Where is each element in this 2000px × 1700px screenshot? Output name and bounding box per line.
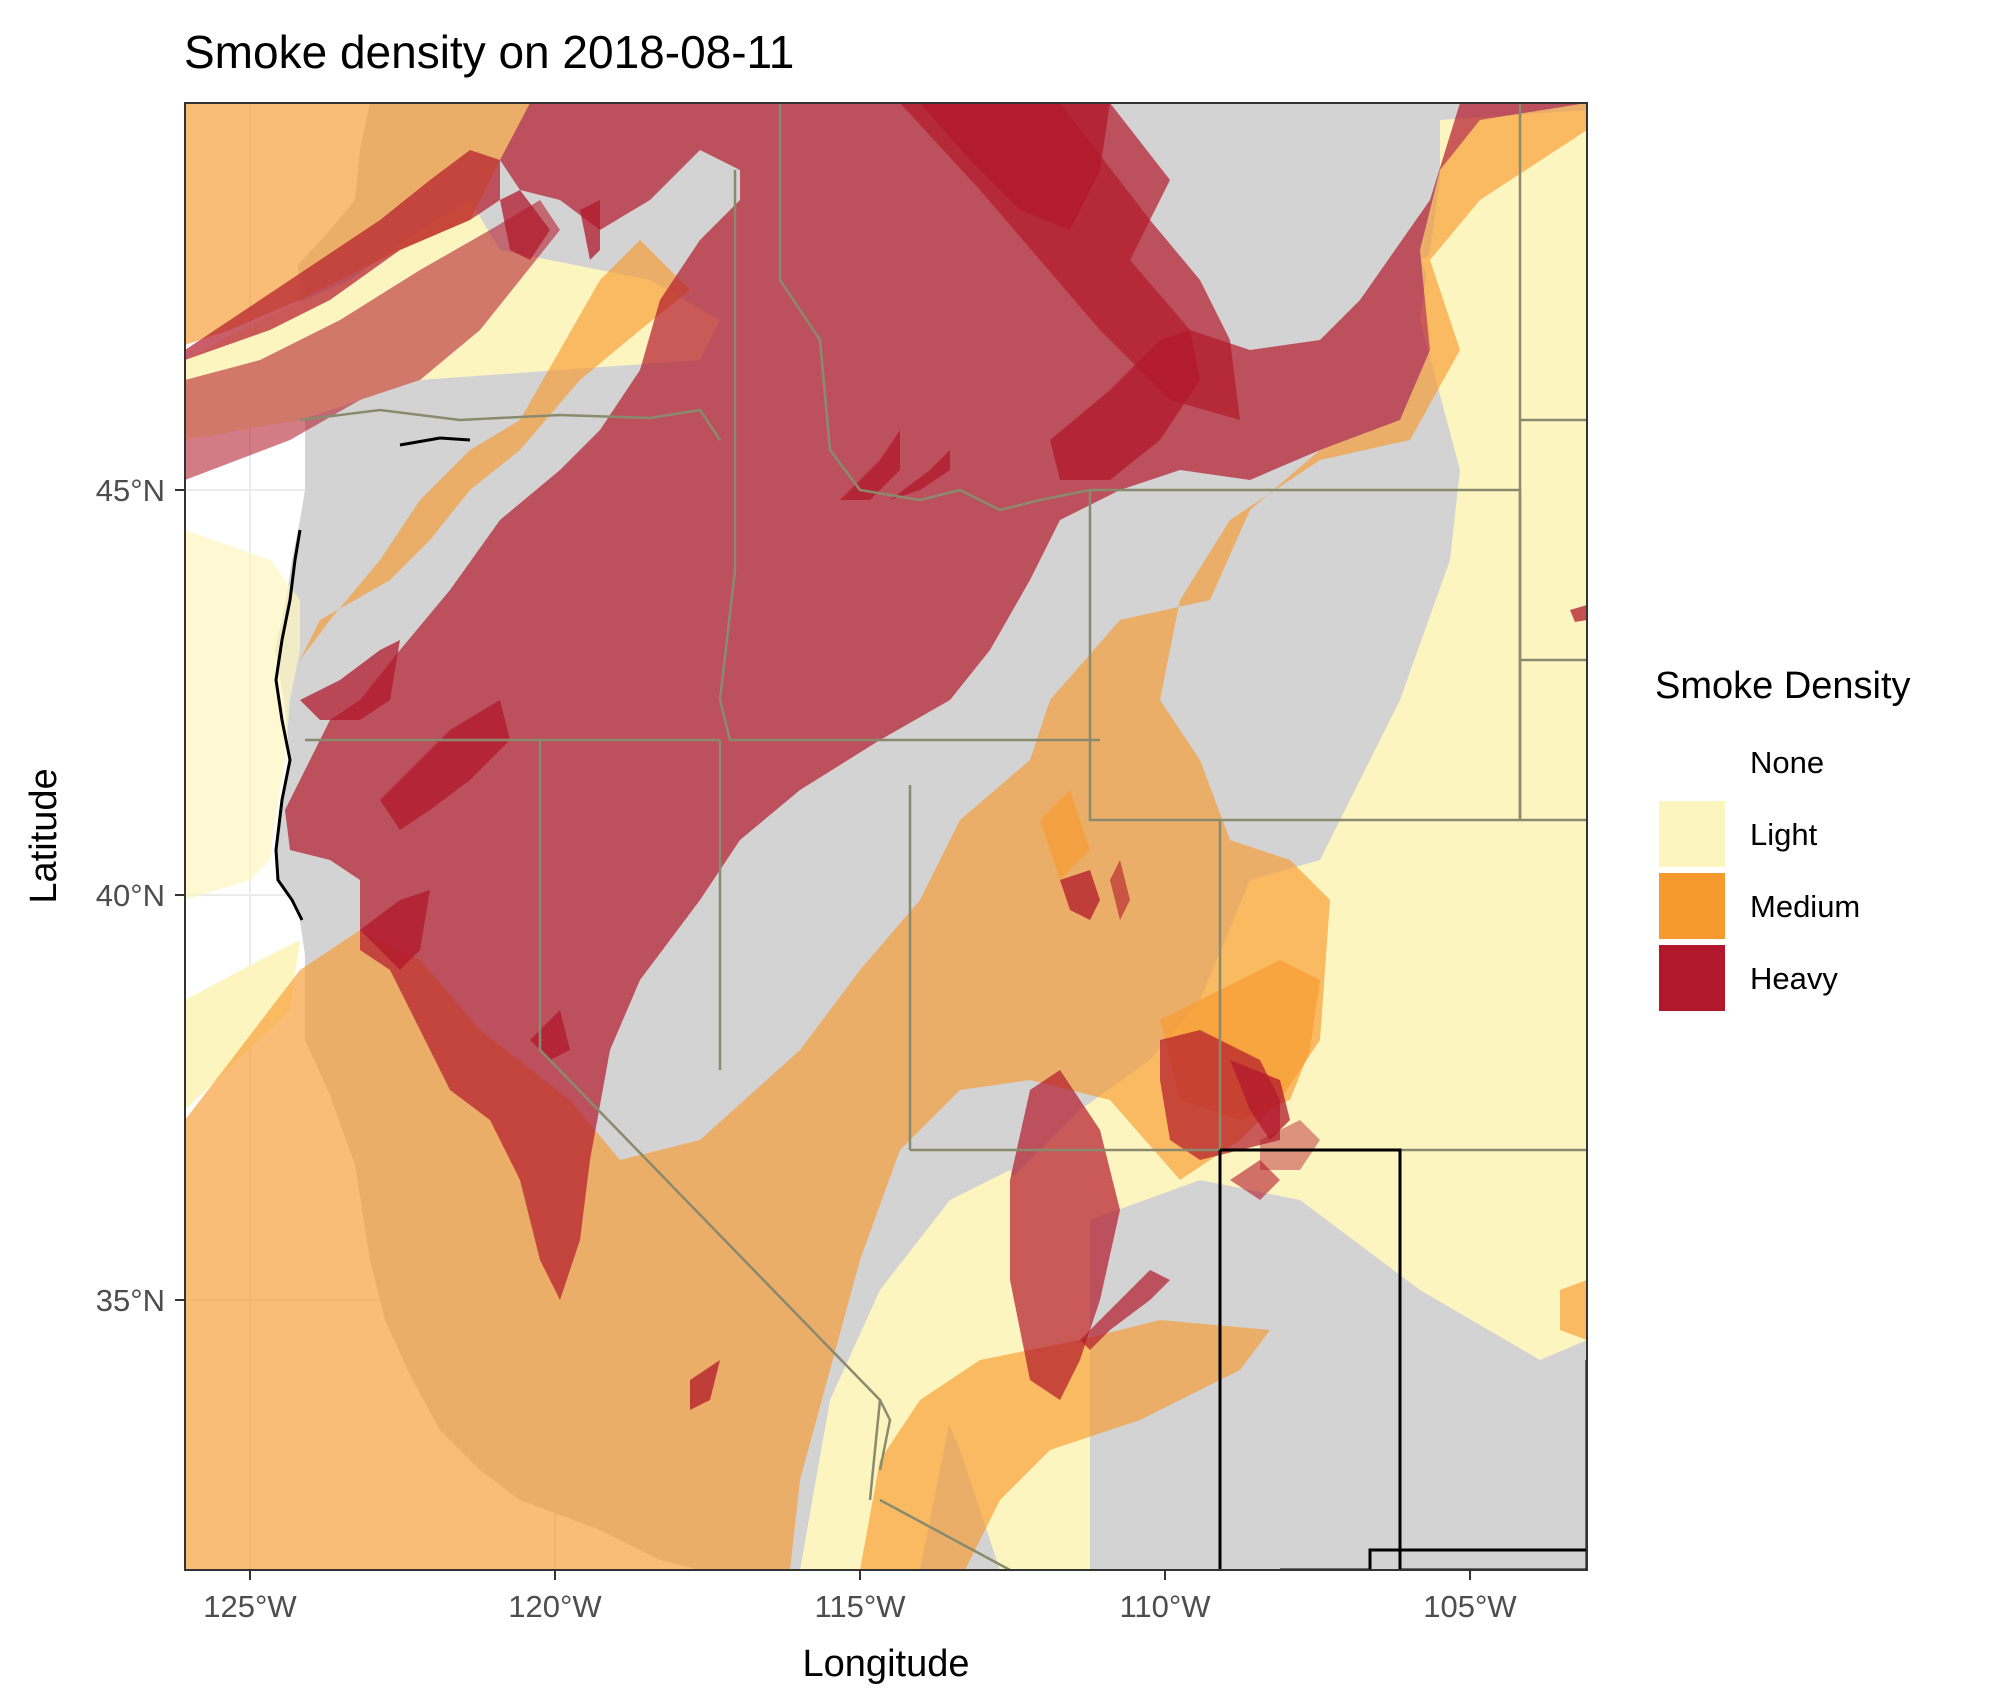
- legend-label-light: Light: [1750, 817, 1818, 852]
- legend-key-none: [1659, 729, 1725, 795]
- legend-title: Smoke Density: [1655, 665, 1911, 707]
- x-tick-label: 120°W: [508, 1589, 602, 1624]
- x-axis-title: Longitude: [803, 1643, 970, 1685]
- legend-label-heavy: Heavy: [1750, 961, 1838, 996]
- x-tick-label: 115°W: [814, 1589, 906, 1624]
- x-axis: 125°W 120°W 115°W 110°W 105°W: [203, 1570, 1517, 1624]
- y-tick-label: 40°N: [96, 878, 165, 913]
- legend-key-heavy: [1659, 945, 1725, 1011]
- x-tick-label: 110°W: [1119, 1589, 1211, 1624]
- y-tick-label: 35°N: [96, 1283, 165, 1318]
- y-tick-label: 45°N: [96, 473, 165, 508]
- legend-key-medium: [1659, 873, 1725, 939]
- y-axis-title: Latitude: [23, 768, 65, 903]
- y-axis: 45°N 40°N 35°N: [96, 473, 185, 1318]
- legend-key-light: [1659, 801, 1725, 867]
- x-tick-label: 125°W: [203, 1589, 297, 1624]
- heavy-core-layer: [300, 103, 1587, 1410]
- x-tick-label: 105°W: [1423, 1589, 1517, 1624]
- heavy-smoke-layer: [185, 103, 1587, 1400]
- legend-label-none: None: [1750, 745, 1824, 780]
- map-title: Smoke density on 2018-08-11: [184, 26, 794, 78]
- state-borders: [299, 103, 1587, 1570]
- legend: Smoke Density None Light Medium Heavy: [1655, 665, 1911, 1011]
- legend-label-medium: Medium: [1750, 889, 1860, 924]
- black-borders: [274, 436, 1587, 1570]
- panel-border: [184, 102, 1588, 1571]
